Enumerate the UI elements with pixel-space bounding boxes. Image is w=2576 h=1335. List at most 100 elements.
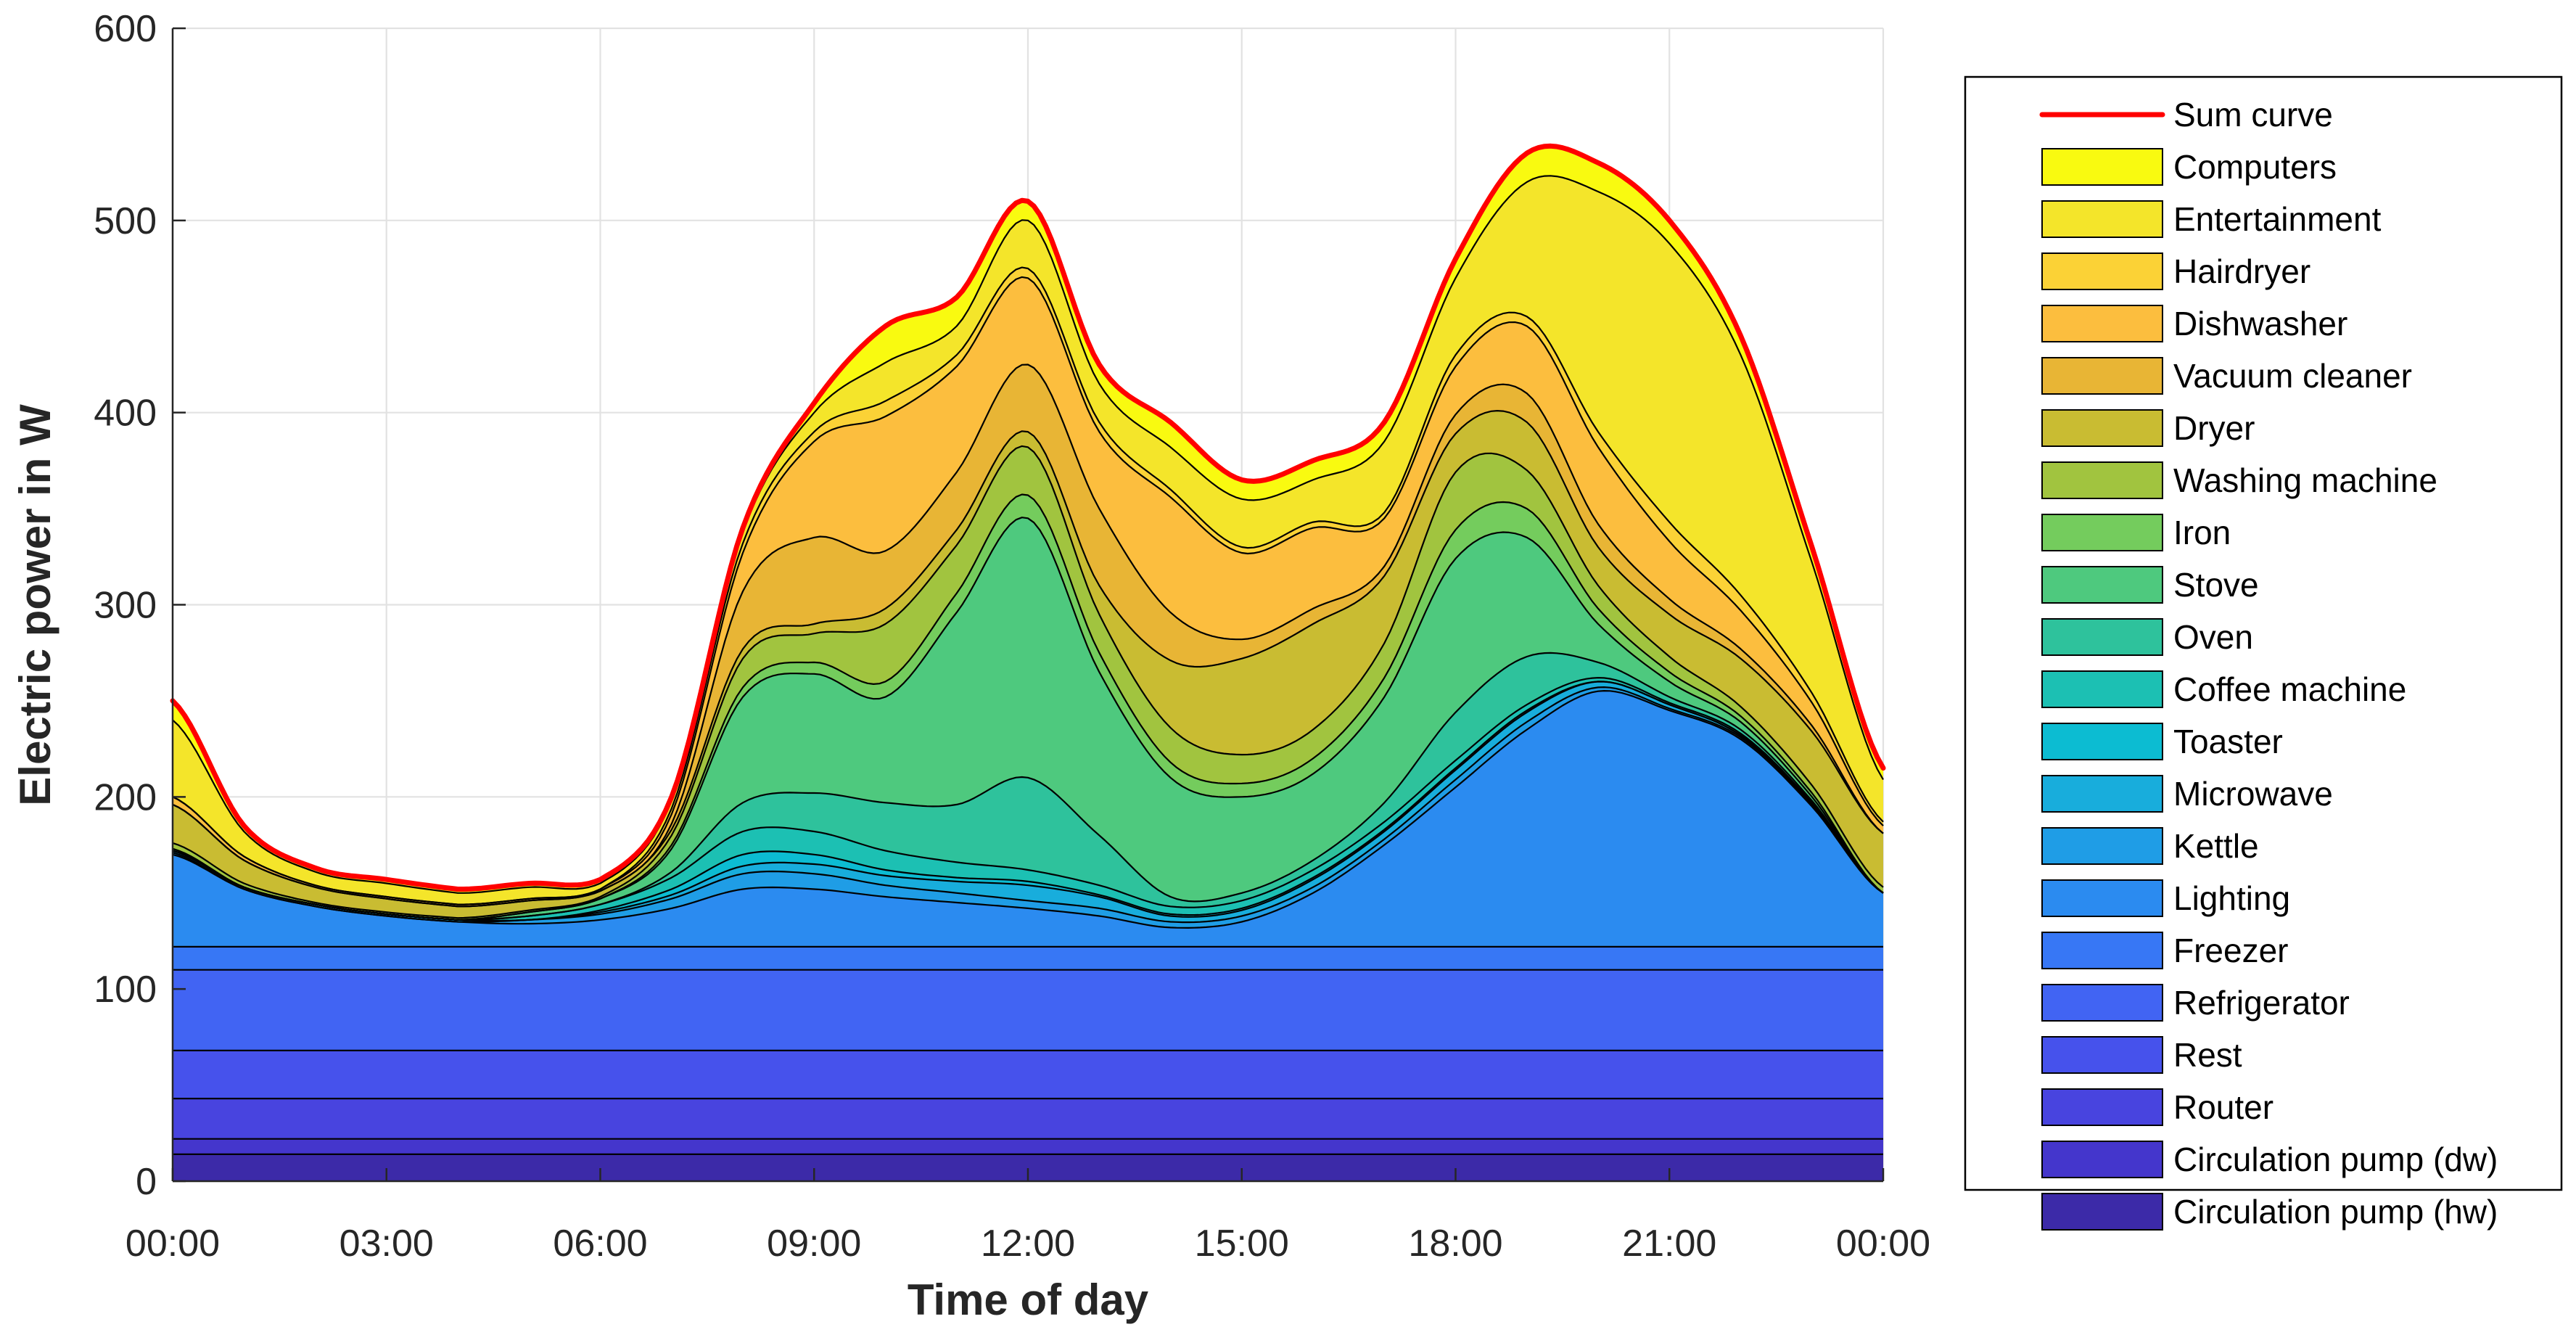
legend-swatch [2041,252,2163,290]
legend-label: Stove [2173,566,2259,604]
legend-label: Kettle [2173,827,2259,865]
x-tick-label: 18:00 [1408,1223,1502,1265]
legend-entry-kettle: Kettle [2041,827,2259,865]
area-oven [173,652,1883,920]
x-tick-label: 00:00 [125,1223,220,1265]
legend-swatch [2041,775,2163,813]
legend-entry-microwave: Microwave [2041,775,2333,813]
legend-entry-sum-curve: Sum curve [2039,96,2333,134]
legend-entry-hairdryer: Hairdryer [2041,252,2310,290]
legend-swatch [2041,305,2163,342]
legend-swatch [2041,566,2163,604]
y-tick-label: 300 [94,585,157,627]
legend-entry-refrigerator: Refrigerator [2041,984,2350,1022]
tick-labels: 0 100 200 300 400 500 600 00:00 03:00 06:00 09:00 1… [94,8,1930,1265]
legend-label: Entertainment [2173,200,2382,238]
sum-curve-layer [170,143,1886,892]
x-tick-label: 12:00 [981,1223,1075,1265]
boundary-washing-machine [172,445,1884,919]
boundary-iron [172,493,1884,921]
y-tick-label: 600 [94,8,157,50]
area-rest [173,1050,1883,1099]
legend-entry-circulation-pump-hw: Circulation pump (hw) [2041,1193,2498,1231]
legend-label: Circulation pump (hw) [2173,1193,2498,1231]
area-circulation-pump-dw [173,1138,1883,1154]
legend-swatch [2041,879,2163,917]
legend-label: Hairdryer [2173,252,2310,290]
sum-curve [170,143,1886,892]
x-tick-label: 00:00 [1836,1223,1930,1265]
legend-swatch [2041,984,2163,1022]
legend-label: Sum curve [2173,96,2333,134]
legend-entry-toaster: Toaster [2041,723,2283,760]
boundary-vacuum-cleaner [172,363,1884,908]
legend-swatch [2041,1193,2163,1231]
legend-swatch [2041,200,2163,238]
y-tick-label: 500 [94,200,157,242]
x-tick-label: 09:00 [767,1223,861,1265]
legend-entry-computers: Computers [2041,148,2337,186]
legend-swatch [2041,1036,2163,1074]
legend-label: Washing machine [2173,461,2437,499]
legend-entry-coffee-machine: Coffee machine [2041,670,2406,708]
legend-entry-washing-machine: Washing machine [2041,461,2437,499]
legend-label: Lighting [2173,879,2290,917]
legend-label: Microwave [2173,775,2333,813]
boundary-hairdryer [172,266,1884,905]
legend-label: Iron [2173,514,2231,551]
area-lighting [173,691,1883,947]
legend-label: Toaster [2173,723,2283,760]
legend-entry-freezer: Freezer [2041,932,2288,969]
boundary-entertainment [172,175,1884,894]
area-refrigerator [173,969,1883,1051]
legend-label: Dishwasher [2173,305,2347,342]
legend-swatch [2041,1088,2163,1126]
y-tick-label: 0 [136,1161,157,1203]
legend-entry-iron: Iron [2041,514,2231,551]
y-tick-label: 400 [94,393,157,435]
x-tick-label: 03:00 [340,1223,434,1265]
legend-label: Circulation pump (dw) [2173,1141,2498,1178]
y-tick-label: 200 [94,776,157,818]
area-router [173,1098,1883,1139]
legend-swatch [2041,357,2163,395]
legend-swatch [2041,827,2163,865]
legend-swatch [2041,148,2163,186]
legend-label: Refrigerator [2173,984,2350,1022]
legend-entry-circulation-pump-dw: Circulation pump (dw) [2041,1141,2498,1178]
legend-label: Oven [2173,618,2253,656]
area-boundaries [172,145,1884,1156]
legend-entry-dryer: Dryer [2041,409,2255,447]
legend-entry-entertainment: Entertainment [2041,200,2382,238]
legend-label: Dryer [2173,409,2255,447]
legend-entry-dishwasher: Dishwasher [2041,305,2347,342]
stacked-areas [173,146,1883,1181]
legend-entry-lighting: Lighting [2041,879,2290,917]
legend-swatch [2041,514,2163,551]
legend-entry-rest: Rest [2041,1036,2242,1074]
axes [171,27,1885,1183]
legend-label: Vacuum cleaner [2173,357,2412,395]
legend-label: Freezer [2173,932,2288,969]
legend-swatch [2041,461,2163,499]
y-tick-label: 100 [94,969,157,1011]
x-tick-label: 21:00 [1622,1223,1716,1265]
legend-label: Coffee machine [2173,670,2406,708]
boundary-kettle [172,686,1884,924]
area-coffee-machine [173,678,1883,921]
legend-label: Router [2173,1088,2273,1126]
y-axis-label: Electric power in W [11,404,59,806]
x-axis-label: Time of day [908,1276,1149,1324]
legend-swatch [2041,1141,2163,1178]
legend-swatch [2041,618,2163,656]
legend-swatch [2041,723,2163,760]
x-tick-label: 15:00 [1195,1223,1289,1265]
legend-entry-oven: Oven [2041,618,2253,656]
legend: Sum curve Computers Entertainment Hairdryer… [1964,75,2563,1231]
legend-entry-vacuum-cleaner: Vacuum cleaner [2041,357,2412,395]
legend-entry-stove: Stove [2041,566,2259,604]
area-freezer [173,946,1883,970]
x-tick-label: 06:00 [553,1223,647,1265]
legend-swatch [2041,932,2163,969]
